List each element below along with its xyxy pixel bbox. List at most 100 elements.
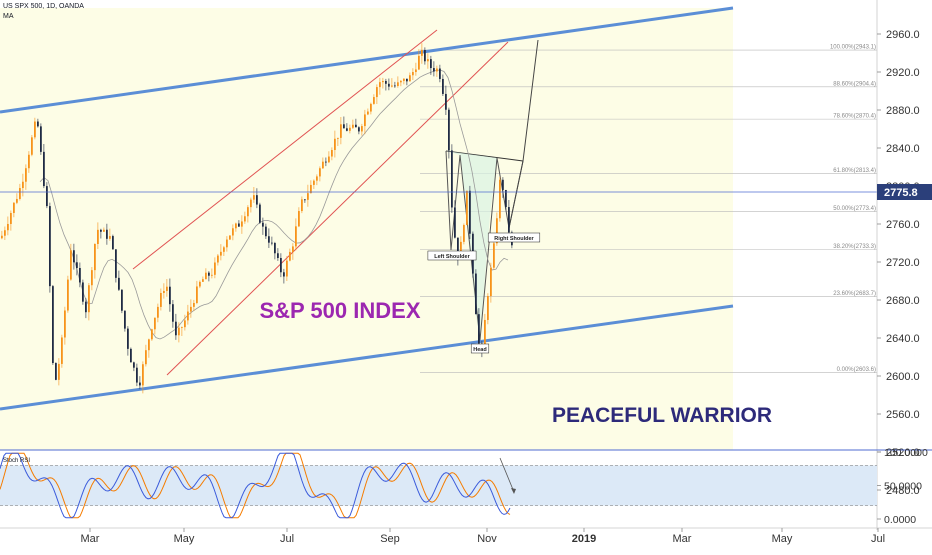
candle-body — [178, 327, 180, 336]
candle-body — [301, 199, 303, 212]
price-tick-label: 2840.0 — [886, 143, 920, 155]
candle-body — [46, 186, 48, 207]
candle-body — [28, 154, 30, 169]
candle-body — [505, 189, 507, 208]
candle-body — [154, 317, 156, 330]
candle-body — [241, 221, 243, 227]
candle-body — [496, 218, 498, 244]
candle-body — [346, 128, 348, 131]
candle-body — [190, 306, 192, 312]
candle-body — [418, 55, 420, 70]
candle-body — [400, 80, 402, 83]
candle-body — [439, 68, 441, 79]
candle-body — [88, 285, 90, 313]
candle-body — [196, 286, 198, 303]
candle-body — [295, 226, 297, 247]
current-price-label: 2775.8 — [884, 187, 918, 199]
candle-body — [91, 270, 93, 286]
candle-body — [94, 243, 96, 271]
candle-body — [310, 184, 312, 194]
candle-body — [55, 363, 57, 380]
fib-level-label: 50.00%(2773.4) — [833, 206, 876, 212]
candle-body — [484, 319, 486, 350]
candle-body — [445, 93, 447, 110]
current-price-tag — [877, 184, 932, 200]
price-tick-label: 2600.0 — [886, 371, 920, 383]
candle-body — [22, 181, 24, 189]
channel-lower-line — [0, 304, 734, 411]
candle-body — [163, 290, 165, 293]
candle-body — [100, 229, 102, 232]
time-tick-label: Jul — [871, 533, 885, 545]
candle-body — [373, 97, 375, 104]
stoch-projection-arrow — [499, 457, 515, 493]
candle-body — [229, 235, 231, 240]
candle-body — [349, 127, 351, 131]
candle-body — [331, 150, 333, 157]
candle-body — [253, 195, 255, 200]
candle-body — [172, 304, 174, 322]
candle-body — [259, 204, 261, 223]
candle-body — [448, 109, 450, 151]
candle-body — [415, 69, 417, 73]
time-tick-label: Mar — [673, 533, 692, 545]
candle-body — [358, 127, 360, 132]
candle-body — [394, 85, 396, 87]
candle-body — [10, 212, 12, 224]
candle-body — [457, 237, 459, 260]
candle-body — [340, 124, 342, 138]
candle-body — [175, 321, 177, 336]
left-shoulder-label-box — [427, 250, 477, 261]
candle-body — [355, 124, 357, 128]
candle-body — [85, 301, 87, 313]
candle-body — [37, 121, 39, 127]
price-tick-label: 2720.0 — [886, 257, 920, 269]
candle-body — [70, 250, 72, 280]
candle-body — [328, 156, 330, 163]
time-tick-label: Nov — [477, 533, 497, 545]
candle-body — [244, 216, 246, 222]
price-tick-label: 2560.0 — [886, 409, 920, 421]
candle-body — [436, 68, 438, 72]
candle-body — [361, 126, 363, 132]
candle-body — [247, 207, 249, 217]
candle-body — [262, 222, 264, 227]
candle-body — [76, 262, 78, 269]
candle-body — [421, 49, 423, 56]
right-shoulder-label: Right Shoulder — [494, 236, 534, 242]
candle-body — [58, 363, 60, 380]
symbol-line: US SPX 500, 1D, OANDA — [3, 3, 84, 10]
channel-upper-line — [0, 6, 734, 114]
candle-body — [106, 229, 108, 239]
candle-body — [25, 168, 27, 182]
head-label: Head — [473, 347, 486, 353]
candle-body — [148, 339, 150, 351]
candle-body — [487, 296, 489, 320]
candle-body — [292, 246, 294, 252]
candle-body — [217, 255, 219, 263]
right-shoulder-label-box — [487, 232, 541, 243]
candle-body — [31, 137, 33, 155]
candle-body — [157, 306, 159, 318]
time-tick-label: 2019 — [572, 533, 596, 545]
candle-body — [316, 176, 318, 181]
chart-title: S&P 500 INDEX — [259, 298, 420, 323]
candle-body — [385, 80, 387, 84]
price-tick-label: 2480.0 — [886, 485, 920, 497]
candle-body — [235, 223, 237, 229]
stoch-arrowhead — [511, 488, 516, 494]
candle-body — [109, 236, 111, 239]
candle-body — [289, 251, 291, 261]
oscillator-title: Stoch RSI — [3, 458, 30, 464]
candle-body — [304, 199, 306, 201]
candle-body — [466, 190, 468, 226]
candle-body — [139, 382, 141, 386]
candle-body — [508, 207, 510, 233]
candle-body — [412, 72, 414, 76]
candle-body — [16, 198, 18, 203]
time-tick-label: Mar — [81, 533, 100, 545]
candle-body — [61, 337, 63, 364]
candle-body — [82, 282, 84, 302]
left-shoulder-label: Left Shoulder — [434, 254, 470, 260]
